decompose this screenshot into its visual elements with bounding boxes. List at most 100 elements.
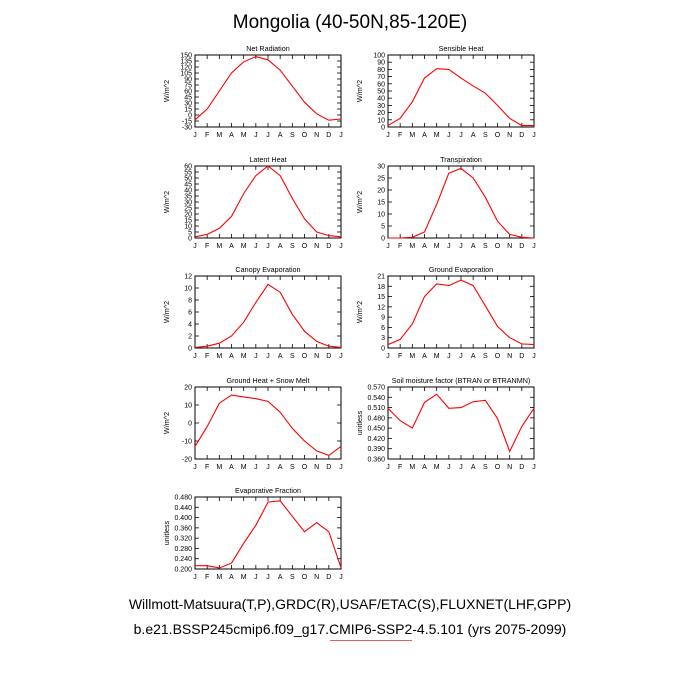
series-line [195,500,342,569]
x-tick-label: D [326,353,331,360]
x-tick-label: A [422,132,427,139]
y-tick-label: 0.540 [367,395,385,402]
x-tick-label: J [193,574,197,581]
x-tick-label: A [278,574,283,581]
x-tick-label: O [495,132,501,139]
panel-title: Canopy Evaporation [235,265,300,274]
y-tick-label: 0.420 [367,436,385,443]
x-tick-label: D [326,464,331,471]
y-tick-label: 25 [377,176,385,183]
panel-title: Soil moisture factor (BTRAN or BTRANMN) [392,376,531,385]
y-tick-label: 120 [180,65,192,72]
x-tick-label: J [447,353,451,360]
x-tick-label: A [422,243,427,250]
x-tick-label: A [229,243,234,250]
series-line [387,393,535,453]
y-tick-label: 105 [180,71,192,78]
y-tick-label: 0.570 [367,385,385,392]
y-tick-label: 60 [184,164,192,171]
y-tick-label: -15 [182,119,192,126]
y-axis-label: W/m^2 [162,80,171,102]
x-tick-label: D [519,132,524,139]
x-tick-label: J [254,132,258,139]
x-tick-label: M [216,464,222,471]
y-tick-label: 35 [184,194,192,201]
footer-underline [330,640,412,641]
y-tick-label: 0.390 [367,446,385,453]
x-tick-label: J [254,574,258,581]
x-tick-label: J [193,464,197,471]
y-tick-label: 90 [377,60,385,67]
series-line [194,283,342,348]
x-tick-label: D [519,464,524,471]
x-tick-label: S [290,243,295,250]
y-tick-label: 0 [188,236,192,243]
x-tick-label: A [471,132,476,139]
y-tick-label: 55 [184,170,192,177]
x-tick-label: D [519,353,524,360]
y-tick-label: 0.240 [174,556,192,563]
y-tick-label: 0 [188,421,192,428]
x-tick-label: D [326,132,331,139]
x-tick-label: D [326,574,331,581]
x-tick-label: A [422,353,427,360]
y-tick-label: 15 [377,294,385,301]
y-tick-label: 0 [188,346,192,353]
x-tick-label: O [495,243,501,250]
y-tick-label: 15 [377,200,385,207]
y-tick-label: 135 [180,59,192,66]
x-tick-label: J [254,464,258,471]
x-tick-label: A [471,353,476,360]
panel-1: Net Radiation W/m^2 -30-150153045607590105… [162,44,343,139]
x-tick-label: J [386,353,390,360]
y-tick-label: 0.480 [174,495,192,502]
y-tick-label: 10 [377,212,385,219]
x-tick-label: A [229,353,234,360]
x-tick-label: J [532,243,536,250]
plot-frame [387,165,535,239]
y-tick-label: 5 [188,230,192,237]
x-tick-label: M [409,243,415,250]
y-tick-label: 0 [381,346,385,353]
y-tick-label: 15 [184,107,192,114]
y-tick-label: 5 [381,224,385,231]
x-tick-label: J [193,243,197,250]
y-tick-label: -10 [182,439,192,446]
x-tick-label: F [398,353,402,360]
x-tick-label: J [459,353,463,360]
y-tick-label: 40 [377,96,385,103]
x-tick-label: M [241,243,247,250]
x-tick-label: J [386,132,390,139]
plot-frame [194,386,342,460]
x-tick-label: J [254,243,258,250]
x-tick-label: J [266,353,270,360]
y-tick-label: 45 [184,182,192,189]
x-tick-label: M [216,353,222,360]
x-tick-label: N [507,243,512,250]
x-tick-label: O [302,464,308,471]
x-tick-label: J [193,132,197,139]
y-axis-label: W/m^2 [355,301,364,323]
x-tick-label: N [507,464,512,471]
y-tick-label: 0.450 [367,426,385,433]
series-line [194,165,342,238]
x-tick-label: J [339,132,343,139]
y-tick-label: 60 [377,81,385,88]
y-tick-label: 4 [188,322,192,329]
y-tick-label: 150 [180,53,192,60]
page-title: Mongolia (40-50N,85-120E) [232,12,468,33]
y-tick-label: 6 [188,310,192,317]
y-tick-label: 0 [381,236,385,243]
x-tick-label: N [314,132,319,139]
plot-frame [194,496,342,570]
x-tick-label: J [532,132,536,139]
y-tick-label: 0 [188,113,192,120]
x-tick-label: M [241,464,247,471]
y-axis-label: W/m^2 [355,80,364,102]
plot-frame [194,54,342,128]
y-axis-label: unitless [162,520,171,545]
y-tick-label: 30 [184,200,192,207]
x-tick-label: J [386,464,390,471]
y-tick-label: 0.360 [367,457,385,464]
